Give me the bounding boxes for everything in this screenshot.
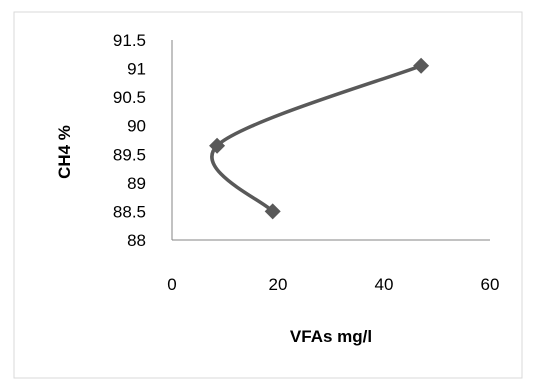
data-point-marker xyxy=(209,137,226,154)
y-tick-label: 91.5 xyxy=(113,31,146,50)
y-axis-title: CH4 % xyxy=(55,125,74,179)
y-tick-label: 89 xyxy=(127,174,146,193)
chart-border xyxy=(13,11,523,379)
y-tick-label: 88 xyxy=(127,231,146,250)
y-tick-label: 88.5 xyxy=(113,202,146,221)
y-tick-labels: 88 88.5 89 89.5 90 90.5 91 91.5 xyxy=(113,31,146,250)
x-tick-label: 40 xyxy=(375,275,394,294)
x-tick-label: 60 xyxy=(481,275,500,294)
x-axis-title: VFAs mg/l xyxy=(290,327,372,346)
x-tick-labels: 0 20 40 60 xyxy=(167,275,499,294)
y-tick-label: 89.5 xyxy=(113,145,146,164)
y-tick-label: 90 xyxy=(127,117,146,136)
y-tick-label: 91 xyxy=(127,60,146,79)
plot-area xyxy=(171,40,490,241)
x-tick-label: 0 xyxy=(167,275,176,294)
data-point-marker xyxy=(413,57,430,74)
data-point-marker xyxy=(264,203,281,220)
series-layer xyxy=(209,57,430,220)
x-tick-label: 20 xyxy=(269,275,288,294)
y-tick-label: 90.5 xyxy=(113,88,146,107)
